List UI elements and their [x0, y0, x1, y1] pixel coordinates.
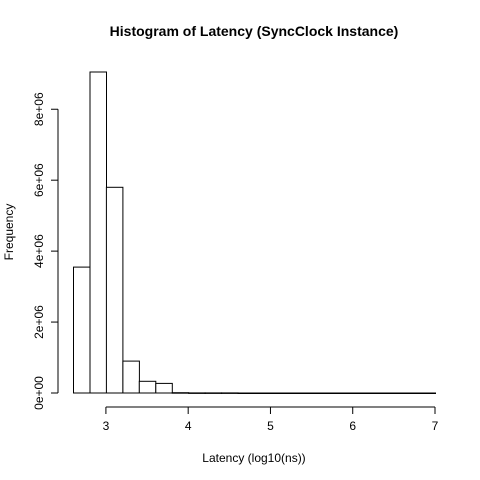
histogram-bar [319, 392, 338, 394]
histogram-bar [171, 392, 190, 394]
histogram-bar [204, 392, 223, 394]
histogram-bar [303, 392, 321, 394]
histogram-bar [254, 392, 272, 394]
y-axis-label: Frequency [2, 204, 16, 261]
histogram-bar [122, 360, 140, 394]
histogram-bar [73, 266, 91, 394]
x-tick-label: 6 [349, 419, 356, 433]
histogram-bar [221, 392, 239, 394]
y-tick-label: 0e+00 [32, 376, 46, 410]
histogram-bar [155, 382, 173, 394]
histogram-bar [138, 380, 157, 394]
histogram-bar [237, 392, 255, 394]
y-tick-label: 4e+06 [32, 234, 46, 268]
x-axis-label: Latency (log10(ns)) [202, 451, 305, 465]
x-tick-label: 5 [267, 419, 274, 433]
histogram-bar [270, 392, 288, 394]
histogram-bar [188, 392, 206, 394]
x-tick-label: 3 [103, 419, 110, 433]
bars-group [73, 71, 436, 394]
histogram-bar [418, 392, 436, 394]
histogram-bar [286, 392, 305, 394]
y-tick-label: 8e+06 [32, 92, 46, 126]
histogram-bar [352, 392, 371, 394]
histogram-bar [105, 186, 124, 394]
chart-title: Histogram of Latency (SyncClock Instance… [110, 23, 399, 39]
histogram-bar [336, 392, 354, 394]
y-axis: 0e+00 2e+06 4e+06 6e+06 8e+06 [32, 92, 59, 410]
histogram-bar [402, 392, 420, 394]
y-tick-label: 6e+06 [32, 163, 46, 197]
x-tick-label: 7 [432, 419, 439, 433]
x-axis: 3 4 5 6 7 [103, 406, 439, 433]
y-tick-label: 2e+06 [32, 305, 46, 339]
histogram-bar [89, 71, 107, 394]
histogram-bar [369, 392, 387, 394]
x-tick-label: 4 [185, 419, 192, 433]
histogram-bar [385, 392, 404, 394]
